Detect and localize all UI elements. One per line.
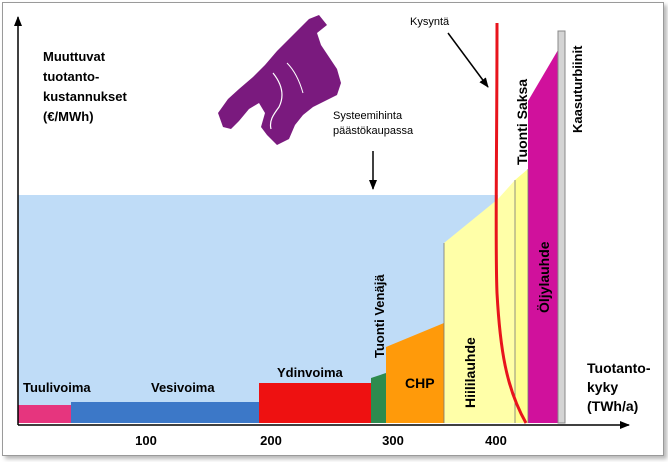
hydro-label: Vesivoima <box>151 380 215 395</box>
finland-gulf-detail <box>269 72 283 130</box>
x-tick-100: 100 <box>135 433 157 448</box>
demand-label: Kysyntä <box>410 16 450 28</box>
gas-turbines-label: Kaasuturbiinit <box>570 45 585 133</box>
y-axis-label: Muuttuvat tuotanto- kustannukset (€/MWh) <box>43 49 130 124</box>
bothnia-detail <box>286 62 304 94</box>
gas-turbines-block <box>557 30 566 424</box>
nuclear-label: Ydinvoima <box>277 365 344 380</box>
hydro-block <box>71 402 259 423</box>
import-russia-block <box>371 373 386 423</box>
merit-order-diagram: 100 200 300 400 Muuttuvat tuotanto- kust… <box>14 15 654 448</box>
diagram-frame: 100 200 300 400 Muuttuvat tuotanto- kust… <box>2 2 664 456</box>
x-tick-400: 400 <box>485 433 507 448</box>
block-outlines <box>443 169 529 423</box>
oil-condensing-label: Öljylauhde <box>536 241 552 313</box>
nordic-map <box>218 15 341 145</box>
chp-block <box>386 323 444 423</box>
wind-block <box>18 405 71 423</box>
system-price-label: Systeemihinta päästökaupassa <box>333 110 414 137</box>
x-tick-300: 300 <box>382 433 404 448</box>
nuclear-block <box>259 383 371 423</box>
x-axis-label: Tuotanto- kyky (TWh/a) <box>587 360 654 414</box>
demand-curve <box>494 22 528 424</box>
system-price-area <box>18 195 498 423</box>
chp-label: CHP <box>405 375 435 391</box>
import-russia-label: Tuonti Venäjä <box>372 274 387 358</box>
oil-condensing-block <box>528 50 558 423</box>
wind-label: Tuulivoima <box>23 380 91 395</box>
scandinavia-shape <box>218 15 341 145</box>
demand-arrow <box>447 32 489 88</box>
import-germany-label: Tuonti Saksa <box>514 79 530 165</box>
coal-condensing-label: Hiililauhde <box>462 337 478 408</box>
x-tick-200: 200 <box>260 433 282 448</box>
import-germany-block <box>515 169 528 423</box>
